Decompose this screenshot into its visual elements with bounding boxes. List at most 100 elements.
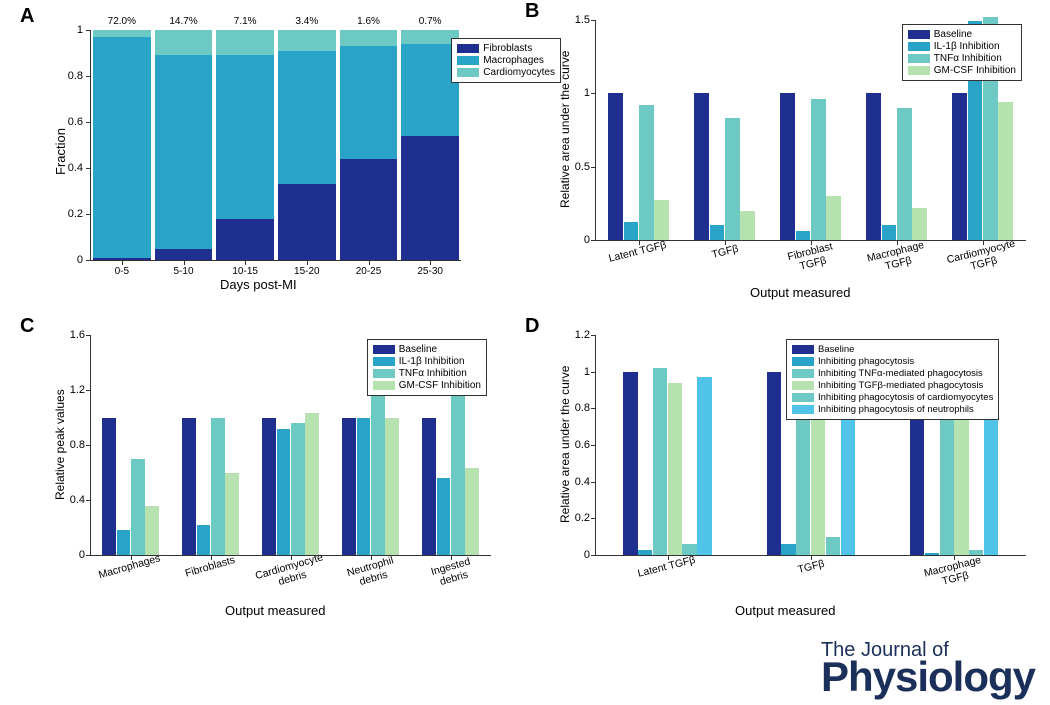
grouped-bar bbox=[694, 93, 709, 240]
grouped-bar bbox=[422, 418, 436, 556]
x-category-label: Macrophage TGFβ bbox=[923, 554, 985, 591]
grouped-bar bbox=[197, 525, 211, 555]
grouped-bar bbox=[653, 368, 667, 555]
grouped-bar bbox=[882, 225, 897, 240]
panel-a-percent: 1.6% bbox=[357, 16, 380, 27]
panel-d: 00.20.40.60.811.2Latent TGFβTGFβMacropha… bbox=[540, 325, 1040, 625]
grouped-bar bbox=[291, 423, 305, 555]
grouped-bar bbox=[262, 418, 276, 556]
panel-a-bar bbox=[155, 249, 213, 261]
grouped-bar bbox=[211, 418, 225, 556]
grouped-legend: BaselineInhibiting phagocytosisInhibitin… bbox=[786, 339, 999, 420]
panel-a-percent: 7.1% bbox=[234, 16, 257, 27]
grouped-legend: BaselineIL-1β InhibitionTNFα InhibitionG… bbox=[367, 339, 487, 396]
grouped-bar bbox=[826, 196, 841, 240]
x-category-label: Fibroblast TGFβ bbox=[786, 240, 837, 274]
grouped-bar bbox=[102, 418, 116, 556]
grouped-bar bbox=[638, 550, 652, 556]
panel-c-ylabel: Relative peak values bbox=[53, 389, 67, 500]
grouped-bar bbox=[225, 473, 239, 556]
grouped-bar bbox=[654, 200, 669, 240]
grouped-bar bbox=[608, 93, 623, 240]
grouped-legend: BaselineIL-1β InhibitionTNFα InhibitionG… bbox=[902, 24, 1022, 81]
grouped-bar bbox=[668, 383, 682, 555]
panel-b-chart: 00.511.5Latent TGFβTGFβFibroblast TGFβMa… bbox=[595, 20, 1026, 241]
grouped-bar bbox=[145, 506, 159, 556]
panel-a-bar bbox=[401, 136, 459, 260]
grouped-bar bbox=[357, 418, 371, 556]
panel-a-bar bbox=[278, 51, 336, 184]
panel-b-ylabel: Relative area under the curve bbox=[558, 51, 572, 208]
grouped-bar bbox=[781, 544, 795, 555]
panel-d-chart: 00.20.40.60.811.2Latent TGFβTGFβMacropha… bbox=[595, 335, 1026, 556]
panel-b: 00.511.5Latent TGFβTGFβFibroblast TGFβMa… bbox=[540, 10, 1040, 310]
grouped-bar bbox=[725, 118, 740, 240]
panel-a-bar bbox=[278, 184, 336, 260]
panel-c: 00.40.81.21.6MacrophagesFibroblastsCardi… bbox=[35, 325, 505, 625]
grouped-bar bbox=[897, 108, 912, 240]
panel-a-chart: 00.20.40.60.810-572.0%5-1014.7%10-157.1%… bbox=[90, 30, 461, 261]
journal-logo: The Journal of Physiology bbox=[821, 642, 1035, 695]
panel-a-bar bbox=[340, 30, 398, 46]
panel-a-xlabel: Days post-MI bbox=[220, 277, 297, 292]
grouped-bar bbox=[796, 231, 811, 240]
grouped-bar bbox=[710, 225, 725, 240]
panel-a-percent: 72.0% bbox=[108, 16, 136, 27]
panel-a-bar bbox=[216, 55, 274, 218]
grouped-bar bbox=[437, 478, 451, 555]
grouped-bar bbox=[866, 93, 881, 240]
journal-line2: Physiology bbox=[821, 659, 1035, 695]
x-category-label: TGFβ bbox=[797, 558, 826, 576]
panel-d-ylabel: Relative area under the curve bbox=[558, 366, 572, 523]
grouped-bar bbox=[385, 418, 399, 556]
panel-b-xlabel: Output measured bbox=[750, 285, 850, 300]
panel-a-bar bbox=[155, 55, 213, 248]
x-category-label: Ingested debris bbox=[430, 555, 475, 589]
panel-c-label: C bbox=[20, 315, 34, 338]
grouped-bar bbox=[277, 429, 291, 556]
panel-a-bar bbox=[155, 30, 213, 55]
grouped-bar bbox=[682, 544, 696, 555]
x-category-label: Neutrophil debris bbox=[346, 554, 399, 590]
grouped-bar bbox=[623, 372, 637, 555]
grouped-bar bbox=[182, 418, 196, 556]
x-category-label: Latent TGFβ bbox=[607, 239, 667, 265]
grouped-bar bbox=[117, 530, 131, 555]
grouped-bar bbox=[639, 105, 654, 240]
panel-a-bar bbox=[340, 46, 398, 159]
grouped-bar bbox=[767, 372, 781, 555]
panel-a-bar bbox=[340, 159, 398, 260]
panel-a-percent: 0.7% bbox=[419, 16, 442, 27]
panel-d-xlabel: Output measured bbox=[735, 603, 835, 618]
panel-c-xlabel: Output measured bbox=[225, 603, 325, 618]
panel-a-percent: 14.7% bbox=[169, 16, 197, 27]
panel-a-bar bbox=[93, 37, 151, 258]
grouped-bar bbox=[912, 208, 927, 240]
grouped-bar bbox=[811, 99, 826, 240]
panel-a-label: A bbox=[20, 5, 34, 28]
panel-a: 00.20.40.60.810-572.0%5-1014.7%10-157.1%… bbox=[35, 10, 505, 310]
panel-a-bar bbox=[93, 30, 151, 37]
panel-a-bar bbox=[216, 219, 274, 260]
grouped-bar bbox=[780, 93, 795, 240]
panel-d-label: D bbox=[525, 315, 539, 338]
grouped-bar bbox=[131, 459, 145, 555]
panel-a-bar bbox=[216, 30, 274, 55]
grouped-bar bbox=[925, 553, 939, 555]
grouped-bar bbox=[826, 537, 840, 555]
x-category-label: Macrophages bbox=[97, 552, 161, 581]
grouped-bar bbox=[342, 418, 356, 556]
panel-a-bar bbox=[278, 30, 336, 51]
x-category-label: Latent TGFβ bbox=[636, 554, 696, 580]
grouped-bar bbox=[371, 394, 385, 555]
x-category-label: Macrophage TGFβ bbox=[866, 239, 928, 276]
grouped-bar bbox=[952, 93, 967, 240]
panel-b-label: B bbox=[525, 0, 539, 23]
grouped-bar bbox=[451, 368, 465, 555]
panel-a-percent: 3.4% bbox=[295, 16, 318, 27]
panel-c-chart: 00.40.81.21.6MacrophagesFibroblastsCardi… bbox=[90, 335, 491, 556]
grouped-bar bbox=[740, 211, 755, 240]
panel-a-ylabel: Fraction bbox=[53, 128, 68, 175]
grouped-bar bbox=[697, 377, 711, 555]
grouped-bar bbox=[998, 102, 1013, 240]
